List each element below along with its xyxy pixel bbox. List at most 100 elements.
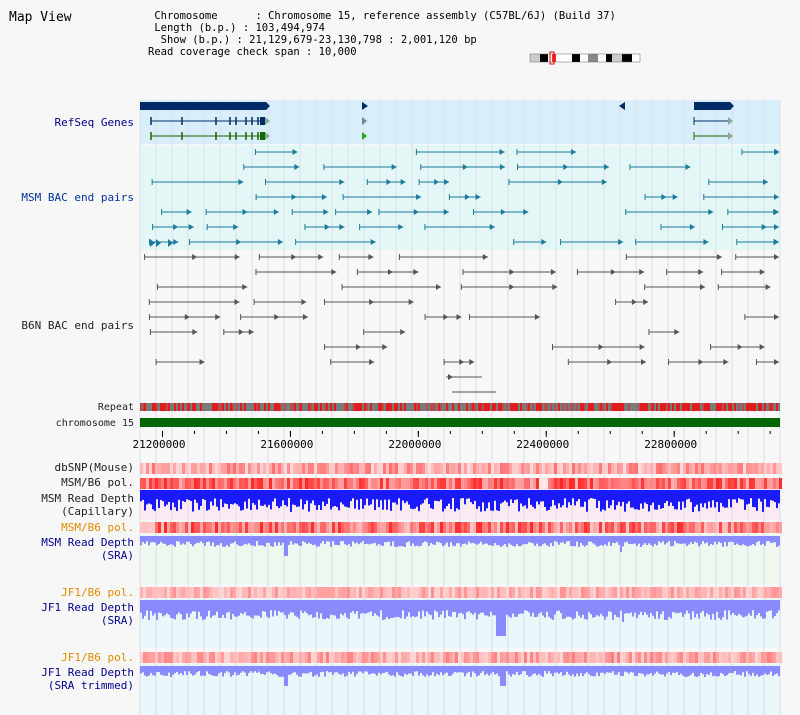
jf1-trim-depth-bar (228, 666, 230, 673)
msm-pol-heat (413, 522, 416, 533)
msm-sra-depth-bar (402, 536, 404, 547)
track-label-msm-bac[interactable]: MSM BAC end pairs (21, 191, 134, 204)
b6n-bac-arrow (369, 359, 375, 365)
msm-bac-arrow (444, 179, 450, 185)
jf1-trim-depth-bar (710, 666, 712, 673)
jf1-trim-depth-bar (714, 666, 716, 676)
msm-pol-heat (581, 478, 584, 489)
repeat-segment (744, 403, 746, 411)
msm-pol-heat (194, 522, 197, 533)
msm-pol-heat (635, 522, 638, 533)
track-label-b6n-bac[interactable]: B6N BAC end pairs (21, 319, 134, 332)
msm-pol-heat (476, 522, 479, 533)
jf1-pol-heat (692, 587, 695, 598)
msm-pol-heat (596, 478, 599, 489)
jf1-sra-depth-bar (486, 600, 488, 616)
capillary-depth-bar (750, 490, 752, 499)
capillary-depth-bar (152, 490, 154, 510)
msm-pol-heat (401, 522, 404, 533)
dbsnp-heat (254, 463, 257, 474)
repeat-segment (648, 403, 650, 411)
repeat-segment (222, 403, 224, 411)
dbsnp-heat (422, 463, 425, 474)
dbsnp-heat (260, 463, 263, 474)
msm-pol-heat (779, 478, 782, 489)
dbsnp-heat (338, 463, 341, 474)
jf1-trim-depth-bar (448, 666, 450, 676)
jf1-sra-depth-bar (180, 600, 182, 615)
repeat-segment (516, 403, 518, 411)
jf1-sra-depth-bar (348, 600, 350, 619)
msm-sra-depth-bar (358, 536, 360, 545)
capillary-depth-bar (430, 490, 432, 509)
repeat-segment (594, 403, 596, 411)
capillary-depth-bar (208, 490, 210, 510)
repeat-segment (778, 403, 780, 411)
msm-pol-heat (545, 478, 548, 489)
b6n-bac-arrow (639, 269, 645, 275)
dbsnp-heat (608, 463, 611, 474)
msm-sra-depth-bar (248, 536, 250, 544)
msm-pol-heat (245, 522, 248, 533)
msm-pol-heat (233, 522, 236, 533)
jf1-pol-heat (452, 587, 455, 598)
jf1-trim-depth-bar (596, 666, 598, 673)
jf1-sra-depth-bar (382, 600, 384, 620)
msm-sra-depth-bar (526, 536, 528, 545)
capillary-depth-bar (704, 490, 706, 504)
msm-sra-depth-bar (246, 536, 248, 545)
repeat-segment (162, 403, 164, 411)
jf1-trim-depth-bar (632, 666, 634, 673)
capillary-depth-bar (542, 490, 544, 502)
dbsnp-heat (701, 463, 704, 474)
jf1-trim-depth-bar (606, 666, 608, 673)
msm-sra-depth-bar (272, 536, 274, 547)
repeat-segment (444, 403, 446, 411)
jf1-sra-depth-bar (722, 600, 724, 618)
jf1-pol-heat (764, 652, 767, 663)
jf1-pol-heat (602, 587, 605, 598)
msm-bac-arrow (475, 194, 481, 200)
msm-pol-heat (290, 522, 293, 533)
dbsnp-heat (167, 463, 170, 474)
jf1-trim-depth-bar (492, 666, 494, 672)
repeat-segment (766, 403, 768, 411)
track-label-refseq-genes[interactable]: RefSeq Genes (54, 116, 134, 129)
dbsnp-heat (746, 463, 749, 474)
jf1-trim-depth-bar (350, 666, 352, 674)
msm-bac-arrow (601, 179, 607, 185)
jf1-trim-depth-bar (316, 666, 318, 675)
msm-pol-heat (311, 478, 314, 489)
capillary-depth-bar (662, 490, 664, 509)
jf1-pol-heat (473, 652, 476, 663)
jf1-trim-depth-bar (520, 666, 522, 675)
capillary-depth-bar (238, 490, 240, 507)
msm-bac-arrow (703, 239, 709, 245)
capillary-depth-bar (598, 490, 600, 501)
b6n-bac-arrow (774, 314, 779, 320)
msm-pol-heat (356, 478, 359, 489)
msm-sra-depth-bar (356, 536, 358, 543)
msm-bac-arrow (323, 209, 329, 215)
msm-pol-heat (290, 478, 293, 489)
jf1-sra-depth-bar (332, 600, 334, 615)
msm-pol-heat (497, 478, 500, 489)
dbsnp-heat (542, 463, 545, 474)
msm-sra-depth-bar (632, 536, 634, 545)
msm-pol-heat (569, 478, 572, 489)
msm-pol-heat (374, 522, 377, 533)
jf1-sra-depth-bar (414, 600, 416, 618)
b6n-bac-arrow (184, 314, 190, 320)
jf1-pol-heat (173, 652, 176, 663)
repeat-segment (758, 403, 760, 411)
capillary-depth-bar (458, 490, 460, 510)
jf1-pol-heat (260, 652, 263, 663)
jf1-pol-heat (425, 652, 428, 663)
jf1-trim-depth-bar (470, 666, 472, 677)
msm-sra-depth-bar (748, 536, 750, 547)
jf1-pol-heat (308, 587, 311, 598)
msm-pol-heat (662, 522, 665, 533)
repeat-segment (308, 403, 310, 411)
